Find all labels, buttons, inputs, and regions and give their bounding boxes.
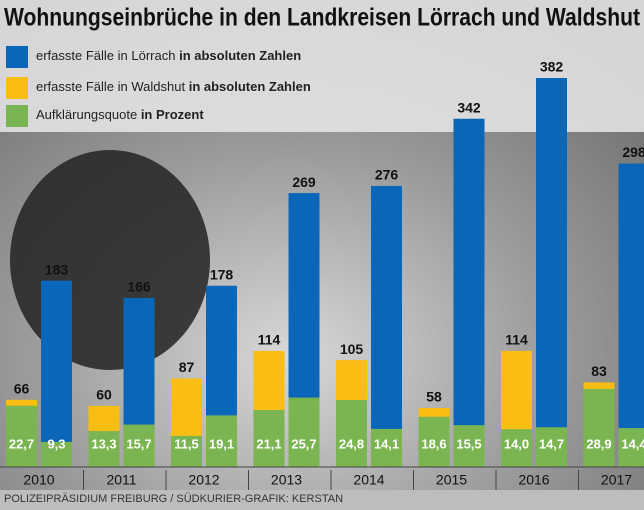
quote-label: 18,6 <box>421 436 446 451</box>
value-label: 60 <box>96 387 112 403</box>
quote-bar <box>41 441 72 467</box>
legend-swatch <box>6 105 28 127</box>
quote-label: 15,7 <box>126 436 151 451</box>
legend-name-bold: in Prozent <box>141 107 205 122</box>
chart-title: Wohnungseinbrüche in den Landkreisen Lör… <box>4 4 641 32</box>
value-label: 87 <box>179 359 195 375</box>
quote-bar <box>288 397 320 467</box>
value-label: 114 <box>258 332 281 348</box>
x-tick-label: 2016 <box>518 472 549 488</box>
quote-label: 28,9 <box>586 436 611 451</box>
quote-label: 25,7 <box>291 436 316 451</box>
footer-band <box>0 490 644 510</box>
value-label: 166 <box>127 279 151 295</box>
legend-name: erfasste Fälle in Waldshut <box>36 79 185 94</box>
quote-bar <box>453 425 485 467</box>
quote-label: 24,8 <box>339 436 364 451</box>
legend-name: Aufklärungsquote <box>36 107 137 122</box>
quote-label: 13,3 <box>91 436 116 451</box>
legend-name: erfasste Fälle in Lörrach <box>36 48 175 63</box>
value-label: 382 <box>540 59 564 75</box>
quote-label: 15,5 <box>456 436 481 451</box>
quote-bar <box>501 429 532 467</box>
value-label: 342 <box>457 99 481 115</box>
bar <box>536 78 567 467</box>
quote-label: 22,7 <box>9 436 34 451</box>
legend-label: Aufklärungsquote in Prozent <box>36 107 204 122</box>
legend-label: erfasste Fälle in Waldshut in absoluten … <box>36 79 311 94</box>
x-tick-label: 2012 <box>188 472 219 488</box>
quote-bar <box>371 428 402 467</box>
quote-label: 14,7 <box>539 436 564 451</box>
quote-label: 14,4 <box>621 436 644 451</box>
value-label: 66 <box>14 380 30 396</box>
quote-bar <box>206 415 237 467</box>
legend-name-bold: in absoluten Zahlen <box>189 79 311 94</box>
x-tick-label: 2011 <box>106 472 136 488</box>
value-label: 105 <box>340 341 364 357</box>
x-tick-label: 2013 <box>271 472 302 488</box>
value-label: 58 <box>426 389 442 405</box>
quote-bar <box>88 431 120 467</box>
quote-bar <box>618 428 644 467</box>
quote-label: 19,1 <box>209 436 234 451</box>
quote-bar <box>583 388 615 467</box>
quote-bar <box>253 410 285 467</box>
quote-label: 9,3 <box>47 436 65 451</box>
quote-label: 14,0 <box>504 436 529 451</box>
bar <box>618 163 644 468</box>
bar <box>41 280 72 467</box>
quote-bar <box>336 400 367 467</box>
quote-bar <box>536 427 567 467</box>
legend-swatch <box>6 46 28 68</box>
x-tick-label: 2015 <box>436 472 467 488</box>
quote-bar <box>6 405 37 467</box>
bar <box>371 185 402 467</box>
value-label: 269 <box>292 174 316 190</box>
legend-name-bold: in absoluten Zahlen <box>179 48 301 63</box>
value-label: 298 <box>622 144 644 160</box>
quote-bar <box>171 435 202 467</box>
quote-label: 11,5 <box>174 436 199 451</box>
x-tick-label: 2010 <box>23 472 54 488</box>
x-tick-label: 2014 <box>353 472 384 488</box>
quote-bar <box>123 424 155 467</box>
value-label: 183 <box>45 261 69 277</box>
source: POLIZEIPRÄSIDIUM FREIBURG / SÜDKURIER-GR… <box>4 493 343 505</box>
x-tick-label: 2017 <box>601 472 632 488</box>
value-label: 178 <box>210 266 234 282</box>
legend-swatch <box>6 77 28 99</box>
bar <box>453 118 485 468</box>
value-label: 114 <box>505 332 528 348</box>
legend-label: erfasste Fälle in Lörrach in absoluten Z… <box>36 48 301 63</box>
quote-bar <box>418 416 450 467</box>
value-label: 83 <box>591 363 607 379</box>
photo-silhouette <box>10 150 210 370</box>
quote-label: 14,1 <box>374 436 399 451</box>
quote-label: 21,1 <box>256 436 281 451</box>
value-label: 276 <box>375 167 399 183</box>
